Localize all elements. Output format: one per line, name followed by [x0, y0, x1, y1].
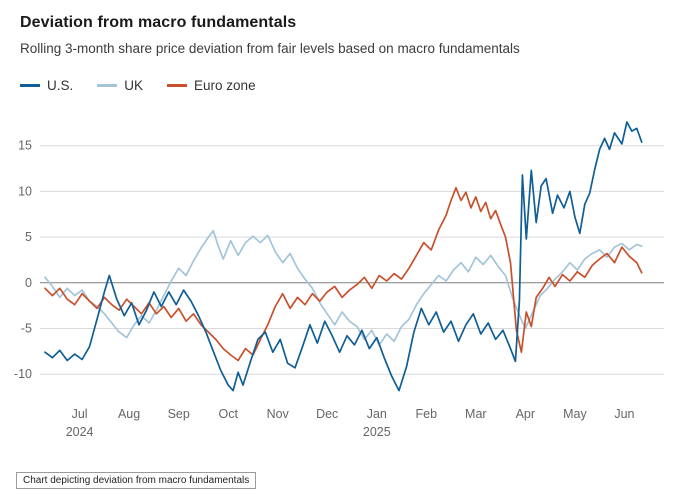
y-tick-label: 0	[25, 276, 32, 290]
chart-subtitle: Rolling 3-month share price deviation fr…	[20, 41, 520, 56]
x-tick-label: Jul	[72, 407, 88, 421]
series-line-uk	[44, 229, 643, 346]
legend-item-uk: UK	[97, 78, 143, 93]
x-tick-label: Jun	[614, 407, 634, 421]
legend-label-us: U.S.	[47, 78, 74, 93]
chart-header: Deviation from macro fundamentals Rollin…	[0, 14, 678, 56]
x-tick-label: Aug	[118, 407, 140, 421]
chart-svg: -10 -5 0 5 10 15 Jul Aug Sep Oct Nov Dec Jan Feb Mar Ap…	[14, 121, 664, 439]
x-tick-label: Feb	[416, 407, 438, 421]
uk-line-swatch-icon	[97, 84, 118, 87]
series-line-eurozone	[44, 186, 643, 362]
year-label: 2024	[66, 425, 94, 439]
y-tick-label: 5	[25, 230, 32, 244]
us-line-swatch-icon	[20, 84, 40, 87]
series-line-us	[44, 121, 643, 392]
chart-footnote: Chart depicting deviation from macro fun…	[16, 472, 257, 489]
x-tick-label: Oct	[218, 407, 238, 421]
chart-title: Deviation from macro fundamentals	[20, 14, 297, 31]
y-tick-label: -10	[14, 367, 32, 381]
legend: U.S. UK Euro zone	[0, 78, 678, 93]
x-tick-label: Nov	[267, 407, 290, 421]
eurozone-line-swatch-icon	[167, 84, 188, 87]
legend-item-us: U.S.	[20, 78, 73, 93]
x-tick-label: Apr	[516, 407, 535, 421]
x-tick-label: Dec	[316, 407, 338, 421]
chart-area: -10 -5 0 5 10 15 Jul Aug Sep Oct Nov Dec Jan Feb Mar Ap…	[0, 97, 678, 454]
legend-label-uk: UK	[124, 78, 144, 93]
x-tick-label: Sep	[168, 407, 190, 421]
legend-item-eurozone: Euro zone	[167, 78, 256, 93]
x-tick-label: Jan	[367, 407, 387, 421]
legend-label-eurozone: Euro zone	[194, 78, 256, 93]
y-tick-label: 15	[18, 139, 32, 153]
year-label: 2025	[363, 425, 391, 439]
x-tick-label: Mar	[465, 407, 487, 421]
y-tick-label: -5	[21, 322, 32, 336]
y-tick-label: 10	[18, 184, 32, 198]
x-tick-label: May	[563, 407, 587, 421]
